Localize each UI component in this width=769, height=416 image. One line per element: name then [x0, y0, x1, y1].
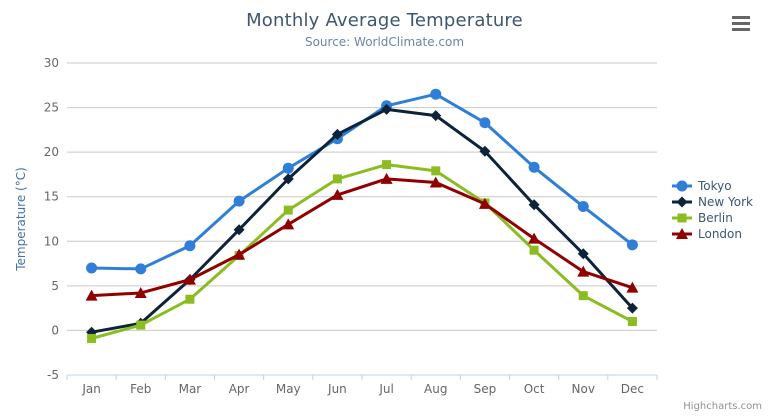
data-point-london[interactable] — [331, 188, 344, 200]
data-point-london[interactable] — [134, 286, 147, 298]
data-point-london[interactable] — [626, 281, 639, 293]
data-point-london[interactable] — [380, 172, 393, 184]
legend-marker-london[interactable] — [676, 228, 688, 239]
legend-label: London — [698, 227, 742, 241]
chart-title: Monthly Average Temperature — [246, 10, 523, 31]
data-point-new-york[interactable] — [331, 128, 343, 140]
y-axis-tick-label: -5 — [47, 368, 59, 382]
y-axis-tick-label: 25 — [44, 101, 59, 115]
legend-item-tokyo[interactable]: Tokyo — [671, 178, 753, 194]
y-axis-title: Temperature (°C) — [14, 167, 28, 272]
data-point-berlin[interactable] — [283, 205, 293, 215]
series-new-york — [86, 103, 638, 338]
data-point-tokyo[interactable] — [282, 162, 294, 174]
legend-label: Tokyo — [698, 179, 732, 193]
x-axis-tick-label: Dec — [621, 382, 644, 396]
data-point-new-york[interactable] — [282, 173, 294, 185]
data-point-london[interactable] — [183, 273, 196, 285]
hamburger-menu-icon[interactable] — [732, 16, 750, 31]
data-point-berlin[interactable] — [431, 166, 441, 176]
data-point-tokyo[interactable] — [233, 195, 245, 207]
circle-marker-icon — [672, 180, 692, 192]
hamburger-bar — [732, 22, 750, 25]
data-point-new-york[interactable] — [626, 302, 638, 314]
x-axis-tick-label: Mar — [179, 382, 202, 396]
data-point-new-york[interactable] — [430, 110, 442, 122]
series-line-berlin — [90, 163, 634, 340]
data-point-london[interactable] — [577, 265, 590, 277]
data-point-berlin[interactable] — [185, 294, 195, 304]
data-point-berlin[interactable] — [382, 160, 392, 170]
highcharts-credit[interactable]: Highcharts.com — [683, 401, 762, 412]
data-point-berlin[interactable] — [627, 317, 637, 327]
data-point-new-york[interactable] — [381, 103, 393, 115]
legend-item-new-york[interactable]: New York — [671, 194, 753, 210]
data-point-new-york[interactable] — [233, 224, 245, 236]
data-point-berlin[interactable] — [578, 291, 588, 301]
y-axis-tick-label: 5 — [51, 279, 59, 293]
data-point-tokyo[interactable] — [577, 201, 589, 213]
triangle-marker-icon — [672, 228, 692, 239]
data-point-tokyo[interactable] — [626, 239, 638, 251]
x-axis-tick-label: Apr — [229, 382, 250, 396]
data-point-tokyo[interactable] — [86, 262, 98, 274]
data-point-new-york[interactable] — [577, 248, 589, 260]
series-line-new-york — [90, 107, 634, 334]
data-point-berlin[interactable] — [332, 174, 342, 184]
x-axis-tick-label: Oct — [524, 382, 545, 396]
data-point-tokyo[interactable] — [430, 88, 442, 100]
x-axis-tick-label: Nov — [572, 382, 595, 396]
hamburger-bar — [732, 16, 750, 19]
data-point-berlin[interactable] — [87, 333, 97, 343]
data-point-tokyo[interactable] — [479, 117, 491, 129]
data-point-london[interactable] — [528, 232, 541, 244]
legend-label: New York — [698, 195, 753, 209]
data-point-tokyo[interactable] — [528, 161, 540, 173]
legend-item-berlin[interactable]: Berlin — [671, 210, 753, 226]
y-axis-tick-label: 15 — [44, 190, 59, 204]
data-point-london[interactable] — [282, 218, 295, 230]
legend-label: Berlin — [698, 211, 733, 225]
square-marker-icon — [672, 213, 692, 223]
data-point-new-york[interactable] — [479, 145, 491, 157]
data-point-berlin[interactable] — [529, 245, 539, 255]
data-point-london[interactable] — [478, 197, 491, 209]
x-axis-tick-label: May — [276, 382, 301, 396]
data-point-berlin[interactable] — [136, 320, 146, 330]
x-axis-tick-label: Feb — [130, 382, 151, 396]
legend: Tokyo New York Berlin London — [671, 178, 753, 242]
legend-marker-new-york[interactable] — [676, 196, 688, 208]
data-point-london[interactable] — [429, 176, 442, 188]
legend-marker-tokyo[interactable] — [676, 180, 688, 192]
x-axis-tick-label: Sep — [474, 382, 497, 396]
y-axis-tick-label: 10 — [44, 234, 59, 248]
data-point-london[interactable] — [85, 289, 98, 301]
x-axis-tick-label: Jun — [327, 382, 347, 396]
x-axis-tick-label: Jan — [81, 382, 101, 396]
data-point-tokyo[interactable] — [184, 240, 196, 252]
hamburger-bar — [732, 28, 750, 31]
x-axis-tick-label: Aug — [424, 382, 447, 396]
y-axis-tick-label: 0 — [51, 323, 59, 337]
data-point-london[interactable] — [233, 248, 246, 260]
legend-item-london[interactable]: London — [671, 226, 753, 242]
series-line-london — [90, 177, 634, 298]
diamond-marker-icon — [672, 196, 692, 208]
y-axis-tick-label: 20 — [44, 145, 59, 159]
data-point-tokyo[interactable] — [135, 263, 147, 275]
series-london — [85, 172, 639, 301]
legend-marker-berlin[interactable] — [677, 213, 687, 223]
y-axis-tick-label: 30 — [44, 56, 59, 70]
series-tokyo — [86, 88, 638, 275]
x-axis-tick-label: Jul — [378, 382, 393, 396]
chart-subtitle: Source: WorldClimate.com — [304, 35, 465, 49]
data-point-new-york[interactable] — [528, 199, 540, 211]
